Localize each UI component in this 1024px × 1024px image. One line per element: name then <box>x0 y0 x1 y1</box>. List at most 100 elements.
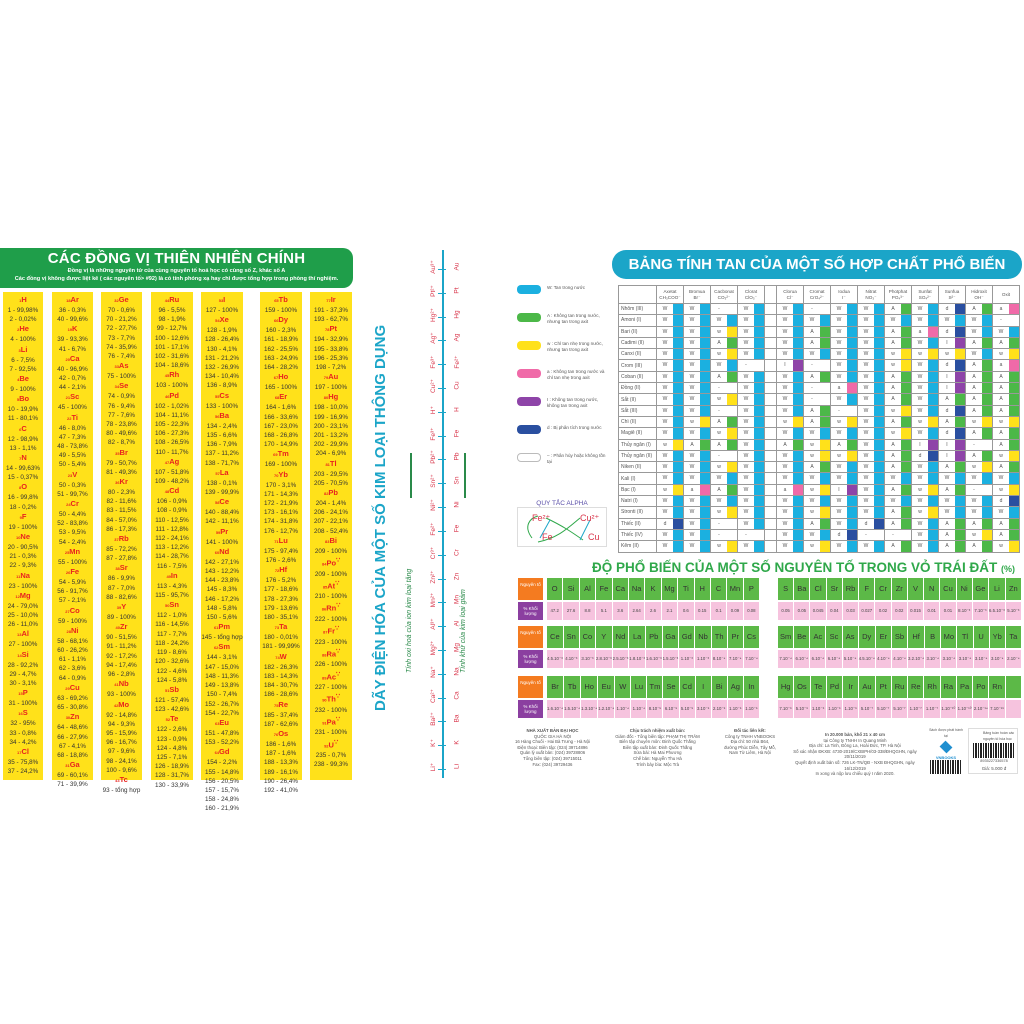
symbol: Rh <box>169 370 180 380</box>
solubility-code: W <box>863 498 869 505</box>
atomic-number: 59 <box>215 529 221 535</box>
solubility-code: W <box>782 339 788 346</box>
solubility-cell: I <box>830 483 858 497</box>
abundance-cell: Al 8.8 <box>579 578 596 620</box>
solubility-cell: W <box>656 540 684 553</box>
solubility-cell: W <box>776 314 804 327</box>
symbol: I <box>223 295 226 304</box>
solubility-code: A <box>891 452 895 459</box>
solubility-cell: W <box>857 370 885 384</box>
element-symbol: 33As <box>101 361 142 372</box>
solubility-swatch <box>1009 371 1019 383</box>
cell-content: w <box>804 507 830 518</box>
solubility-cell: A <box>710 370 738 384</box>
solubility-cell: - <box>992 314 1020 327</box>
mass-percent: 7.10⁻³ <box>972 602 989 620</box>
solubility-cell: W <box>683 528 711 542</box>
element-symbol: 25Mn <box>52 547 93 558</box>
solubility-cell: W <box>911 528 939 542</box>
solubility-code: A <box>945 531 949 538</box>
abundance-block: Hg 7.10⁻⁶ Os 5.10⁻⁶ Te 1.10⁻⁶ Pd 1.10⁻⁶ Ir 1.10⁻⁶… <box>778 676 1022 718</box>
isotope-value: 231 - 100% <box>314 729 348 737</box>
cell-content: W <box>858 428 884 439</box>
symbol: Na <box>20 570 30 580</box>
footer-line: Tổng biên tập: (024) 39715011 <box>523 755 582 761</box>
solubility-cell: W <box>683 540 711 553</box>
atomic-number: 85 <box>322 584 328 590</box>
solubility-code: w <box>810 441 814 448</box>
isotope-value: 122 - 2,6% <box>156 726 188 734</box>
isotope-value: 6 - 7,5% <box>11 356 35 364</box>
cell-content: W <box>657 450 683 462</box>
mass-percent: 5.10⁻⁷ <box>859 700 875 718</box>
solubility-cell: a <box>776 483 804 497</box>
symbol: Li <box>20 344 28 354</box>
abundance-cell: Pb 1.6.10⁻³ <box>645 626 662 668</box>
metal-label: Al <box>453 620 461 627</box>
solubility-cell: W <box>776 540 804 553</box>
isotope-value: 74 - 0,9% <box>108 393 135 401</box>
solubility-swatch <box>901 484 911 496</box>
atomic-number: 35 <box>115 450 120 456</box>
solubility-cell: A <box>803 404 831 417</box>
solubility-code: W <box>662 362 668 369</box>
solubility-swatch <box>928 518 938 529</box>
corner-cell <box>618 285 657 304</box>
element-symbol: Pd <box>826 676 843 698</box>
solubility-code: A <box>999 430 1003 437</box>
spacer-cell <box>764 495 777 508</box>
solubility-code: W <box>836 543 842 550</box>
tick-mark <box>438 673 446 675</box>
atomic-number: 2 <box>17 327 20 333</box>
solubility-code: W <box>662 351 668 358</box>
element-symbol: 3Li <box>3 345 43 356</box>
solubility-swatch <box>847 507 857 518</box>
solubility-code: A <box>717 339 721 346</box>
solubility-cell: W <box>737 314 765 327</box>
cell-content: A <box>804 462 830 473</box>
solubility-cell: W <box>911 461 939 474</box>
solubility-cell: W <box>938 495 966 508</box>
isotope-value: 184 - 30,7% <box>264 682 298 690</box>
symbol: Ir <box>330 295 336 304</box>
isotope-value: 30 - 3,1% <box>9 680 37 688</box>
atomic-number: 20 <box>65 356 70 362</box>
isotope-value: 40 - 99,6% <box>57 316 88 324</box>
solubility-swatch <box>820 529 830 541</box>
legend-text: I : Không tan trong nước, không tan tron… <box>547 397 599 408</box>
abundance-cell: Er 4.10⁻⁴ <box>875 626 891 668</box>
cell-content: W <box>912 337 938 349</box>
cell-content: W <box>858 304 884 315</box>
spacer-cell <box>764 472 777 485</box>
element-symbol: N <box>924 578 940 600</box>
solubility-code: W <box>917 317 923 324</box>
solubility-cell: - <box>710 449 738 463</box>
spacer-cell <box>764 325 777 338</box>
isotope-value: 176 - 12,7% <box>264 527 298 535</box>
solubility-code: W <box>689 396 695 403</box>
atomic-number: 47 <box>164 459 170 465</box>
abundance-cell: Ag 1.10⁻⁵ <box>727 676 743 718</box>
solubility-cell: w <box>884 359 912 372</box>
solubility-swatch <box>847 383 857 394</box>
solubility-cell: A <box>992 427 1020 440</box>
abundance-cell: V 0.015 <box>907 578 924 620</box>
cell-content: w <box>993 450 1019 462</box>
element-symbol: 82Pb <box>310 488 352 499</box>
isotope-value: 35 - 75,8% <box>7 759 39 767</box>
solubility-swatch <box>982 416 992 428</box>
isotope-value: 65 - 30,8% <box>57 704 88 712</box>
isotope-value: 164 - 28,2% <box>264 364 298 372</box>
abundance-cell: Tl 3.10⁻⁴ <box>957 626 973 668</box>
atomic-number: 4 <box>17 377 20 383</box>
atomic-number: 67 <box>273 375 279 381</box>
spacer-cell <box>764 438 777 451</box>
abundance-unit: (%) <box>1001 564 1016 574</box>
isotope-value: 114 - 28,7% <box>155 553 189 561</box>
abundance-cell: Ra 1.10⁻¹⁰ <box>940 676 956 718</box>
solubility-swatch <box>955 439 965 450</box>
solubility-swatch <box>793 416 803 428</box>
isotopes-subtitle: Đồng vị là những nguyên tử của cùng nguy… <box>67 268 286 274</box>
element-symbol: 43Tc <box>101 775 142 786</box>
